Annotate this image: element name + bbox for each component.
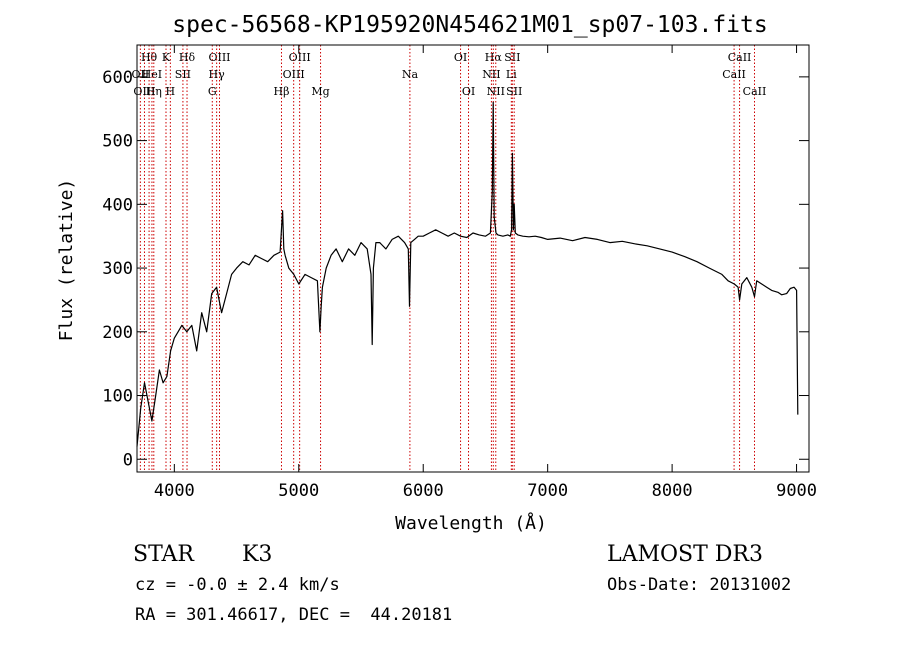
y-tick-label-0: 0 bbox=[123, 450, 133, 470]
marker-label-15: Mg bbox=[311, 85, 329, 98]
y-tick-label-3: 300 bbox=[102, 259, 133, 279]
x-axis-label: Wavelength (Å) bbox=[395, 512, 547, 534]
marker-label-14: OIII bbox=[283, 68, 305, 81]
plot-frame bbox=[136, 44, 810, 473]
marker-label-22: SII bbox=[504, 51, 520, 64]
x-tick-label-5: 9000 bbox=[776, 481, 817, 501]
marker-label-19: Hα bbox=[485, 51, 503, 64]
marker-label-21: NII bbox=[487, 85, 505, 98]
x-tick-label-0: 4000 bbox=[154, 481, 195, 501]
y-tick-label-2: 200 bbox=[102, 323, 133, 343]
marker-label-12: Hβ bbox=[274, 85, 290, 98]
object-subclass: K3 bbox=[242, 542, 272, 567]
marker-label-0: Hθ bbox=[141, 51, 158, 64]
axes: 4000 5000 6000 7000 8000 9000 0 100 200 300 400 500… bbox=[102, 45, 817, 501]
marker-label-2: OIII bbox=[133, 85, 155, 98]
object-class: STAR bbox=[133, 542, 195, 567]
marker-label-25: CaII bbox=[728, 51, 752, 64]
marker-label-6: H bbox=[166, 85, 176, 98]
redshift-readout: cz = -0.0 ± 2.4 km/s bbox=[135, 575, 340, 595]
marker-label-5: K bbox=[162, 51, 171, 64]
y-tick-label-1: 100 bbox=[102, 387, 133, 407]
marker-label-23: Li bbox=[506, 68, 517, 81]
y-tick-label-5: 500 bbox=[102, 132, 133, 152]
series-line-0 bbox=[136, 101, 799, 447]
marker-label-10: Hγ bbox=[209, 68, 226, 81]
x-tick-label-2: 6000 bbox=[403, 481, 444, 501]
obs-date: Obs-Date: 20131002 bbox=[607, 575, 791, 595]
marker-label-7: SII bbox=[175, 68, 191, 81]
marker-label-3: HeI bbox=[142, 68, 162, 81]
x-tick-label-1: 5000 bbox=[278, 481, 319, 501]
marker-label-24: SII bbox=[506, 85, 522, 98]
marker-label-11: G bbox=[208, 85, 217, 98]
marker-label-4: Hη bbox=[146, 85, 162, 98]
marker-label-17: OI bbox=[454, 51, 467, 64]
x-tick-label-3: 7000 bbox=[527, 481, 568, 501]
marker-label-18: OI bbox=[462, 85, 475, 98]
marker-label-20: NII bbox=[482, 68, 500, 81]
marker-label-13: OIII bbox=[289, 51, 311, 64]
y-tick-label-4: 400 bbox=[102, 195, 133, 215]
marker-label-16: Na bbox=[402, 68, 419, 81]
marker-label-26: CaII bbox=[722, 68, 746, 81]
marker-label-8: Hδ bbox=[179, 51, 196, 64]
y-tick-label-6: 600 bbox=[102, 68, 133, 88]
survey-name: LAMOST DR3 bbox=[607, 542, 763, 567]
coordinates: RA = 301.46617, DEC = 44.20181 bbox=[135, 605, 452, 625]
y-axis-label: Flux (relative) bbox=[56, 179, 77, 342]
spectrum-series bbox=[136, 101, 799, 447]
marker-label-27: CaII bbox=[743, 85, 767, 98]
x-tick-label-4: 8000 bbox=[652, 481, 693, 501]
marker-label-9: OIII bbox=[208, 51, 230, 64]
chart-title: spec-56568-KP195920N454621M01_sp07-103.f… bbox=[172, 12, 767, 38]
